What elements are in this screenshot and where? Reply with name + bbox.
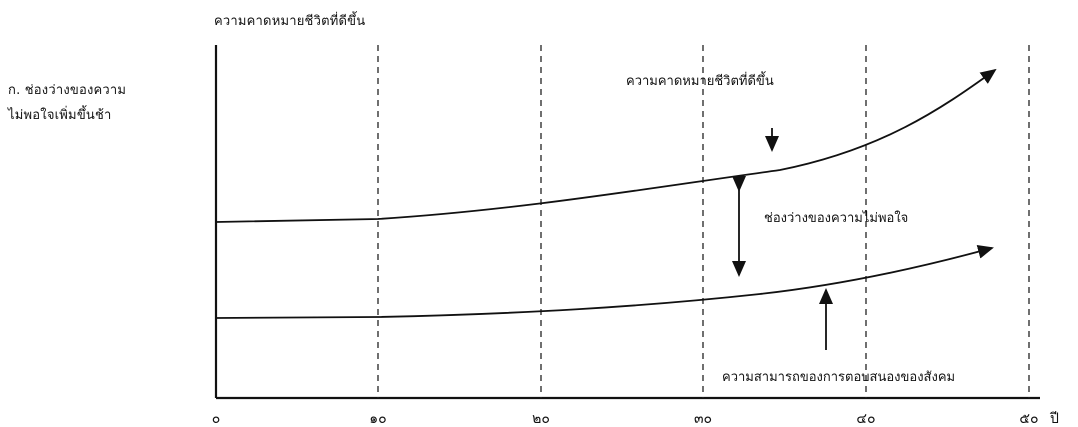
x-tick-label: ๕๐ <box>1019 411 1038 427</box>
gap-annotation: ช่องว่างของความไม่พอใจ <box>764 210 908 226</box>
capacity-curve <box>215 244 994 319</box>
x-tick-label: ๑๐ <box>369 411 386 427</box>
x-tick-label: ๓๐ <box>694 411 712 427</box>
panel-label: ก. ช่องว่างของความ ไม่พอใจเพิ่มขึ้นช้า <box>8 78 126 128</box>
x-tick-label: ๐ <box>212 411 221 427</box>
panel-label-line-1: ก. ช่องว่างของความ <box>8 83 127 98</box>
capacity-annotation: ความสามารถของการตอบสนองของสังคม <box>722 370 955 385</box>
x-tick-label: ๔๐ <box>856 411 875 427</box>
x-tick-label: ๒๐ <box>532 411 550 427</box>
panel-label-line-2: ไม่พอใจเพิ่มขึ้นช้า <box>8 108 112 123</box>
x-axis-unit: ปี <box>1050 411 1059 427</box>
expectation-curve <box>215 68 997 223</box>
expectation-annotation: ความคาดหมายชีวิตที่ดีขึ้น <box>626 71 774 89</box>
y-axis-title: ความคาดหมายชีวิตที่ดีขึ้น <box>214 14 366 29</box>
